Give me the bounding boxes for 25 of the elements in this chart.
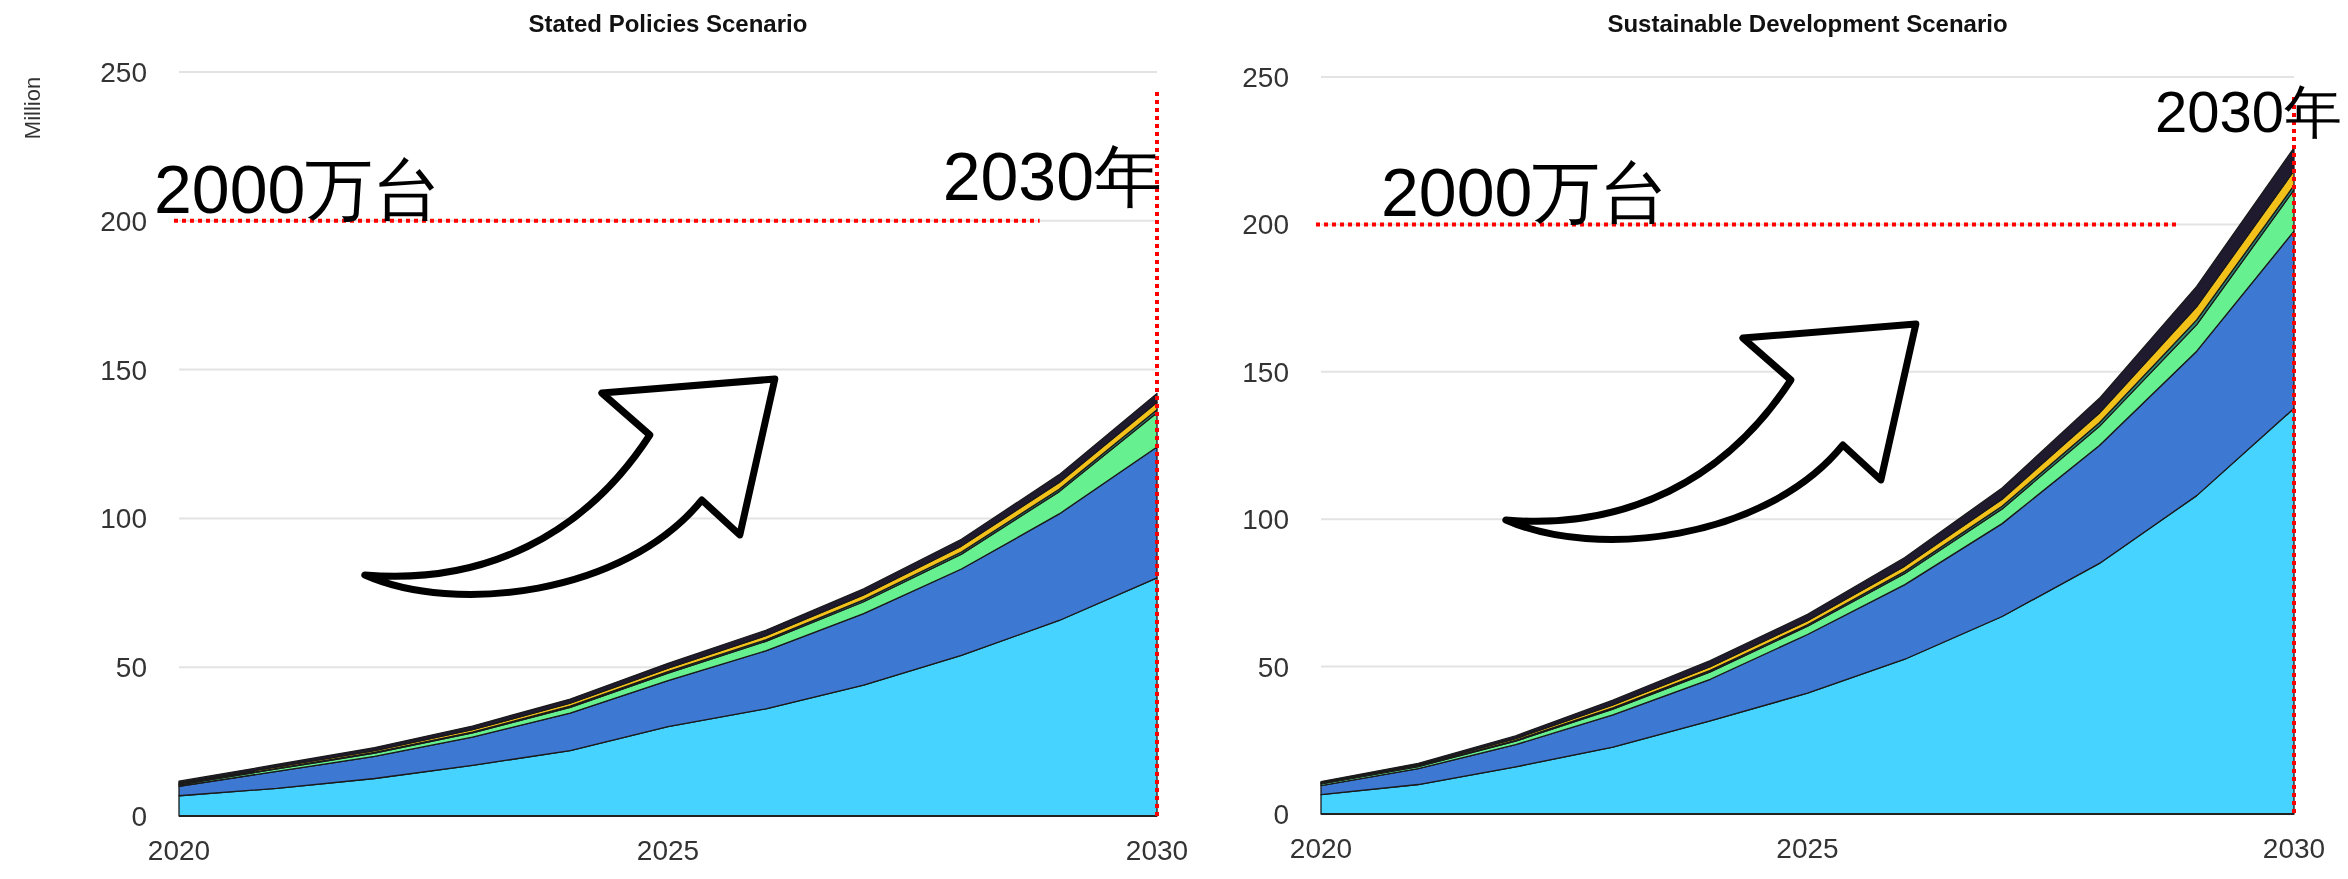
y-tick-label: 200 — [100, 205, 147, 237]
ref-line-label: 2030年 — [942, 138, 1162, 214]
ref-line-label: 2000万台 — [1381, 154, 1669, 231]
x-tick-label: 2030 — [2262, 833, 2326, 864]
x-tick-label: 2025 — [636, 835, 700, 866]
y-tick-label: 100 — [100, 503, 147, 535]
y-tick-label: 50 — [115, 652, 147, 684]
y-tick-label: 0 — [131, 801, 147, 832]
x-tick-label: 2020 — [147, 835, 211, 866]
chart-title: Stated Policies Scenario — [528, 10, 808, 37]
y-tick-label: 150 — [1242, 356, 1289, 388]
ref-line-label: 2000万台 — [154, 150, 442, 227]
y-tick-label: 100 — [1242, 504, 1289, 536]
y-axis-title: Million — [20, 76, 45, 140]
y-tick-label: 150 — [100, 354, 147, 386]
y-tick-label: 250 — [1242, 62, 1289, 93]
x-tick-label: 2025 — [1776, 833, 1839, 864]
x-tick-label: 2030 — [1125, 835, 1189, 866]
y-tick-label: 0 — [1273, 799, 1289, 830]
x-tick-label: 2020 — [1289, 833, 1353, 864]
ref-line-label: 2030年 — [2154, 79, 2342, 144]
y-tick-label: 200 — [1242, 209, 1289, 241]
y-tick-label: 50 — [1257, 651, 1289, 683]
chart-title: Sustainable Development Scenario — [1607, 10, 2008, 37]
y-tick-label: 250 — [100, 57, 147, 88]
